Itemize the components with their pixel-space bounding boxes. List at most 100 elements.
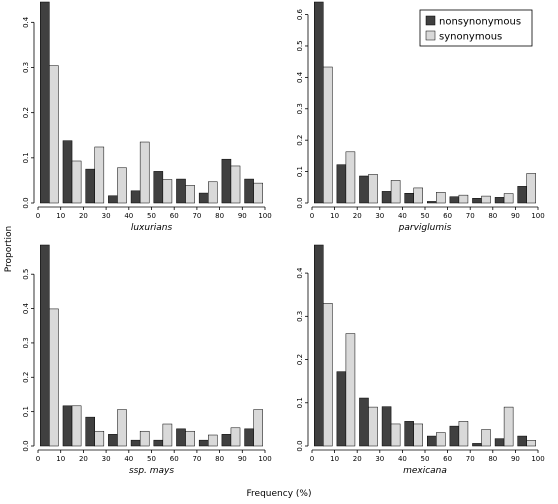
x-tick-label-luxurians: 70: [192, 212, 201, 220]
x-tick-label-ssp-mays: 80: [215, 455, 224, 463]
y-tick-label-ssp-mays: 0.5: [22, 269, 30, 280]
bar-ssp-mays-nonsynonymous-10-20: [62, 405, 73, 447]
bar-parviglumis-synonymous-60-70: [458, 194, 469, 204]
bar-ssp-mays-nonsynonymous-80-90: [221, 434, 232, 447]
x-tick-label-parviglumis: 10: [330, 212, 339, 220]
bar-luxurians-nonsynonymous-80-90: [221, 158, 232, 204]
bar-mexicana-nonsynonymous-90-100: [517, 435, 527, 447]
bar-parviglumis-synonymous-10-20: [345, 151, 356, 204]
x-tick-label-parviglumis: 80: [488, 212, 497, 220]
x-tick-label-mexicana: 80: [488, 455, 497, 463]
bar-ssp-mays-nonsynonymous-90-100: [244, 428, 254, 447]
x-axis-title: Frequency (%): [247, 489, 312, 499]
bar-ssp-mays-synonymous-40-50: [139, 430, 150, 447]
bar-mexicana-synonymous-50-60: [436, 432, 446, 447]
legend-box: [419, 9, 533, 47]
bar-parviglumis-nonsynonymous-20-30: [359, 175, 369, 204]
bar-parviglumis-nonsynonymous-0-10: [314, 1, 324, 204]
bar-ssp-mays-synonymous-10-20: [71, 405, 82, 447]
panel-parviglumis: 0.0 0.1 0.2 0.3 0.4 0.5 0.6 0 10 20 30 40 50 60 70 80 90…: [296, 1, 545, 233]
bar-ssp-mays-synonymous-90-100: [253, 409, 263, 447]
y-tick-label-parviglumis: 0.2: [296, 135, 304, 146]
y-tick-label-luxurians: 0.0: [22, 197, 30, 208]
bar-mexicana-synonymous-60-70: [458, 421, 469, 447]
y-tick-label-parviglumis: 0.4: [296, 71, 304, 83]
legend-label-synonymous: synonymous: [439, 32, 502, 43]
panel-label-parviglumis: parviglumis: [398, 223, 452, 233]
x-tick-label-ssp-mays: 10: [56, 455, 65, 463]
x-tick-label-ssp-mays: 30: [102, 455, 111, 463]
x-tick-label-ssp-mays: 20: [79, 455, 88, 463]
bar-parviglumis-synonymous-30-40: [390, 180, 401, 204]
bar-mexicana-nonsynonymous-80-90: [494, 438, 505, 447]
y-tick-label-mexicana: 0.4: [296, 267, 304, 279]
x-tick-label-luxurians: 100: [258, 212, 271, 220]
x-tick-label-mexicana: 50: [421, 455, 430, 463]
panel-ssp-mays: 0.0 0.1 0.2 0.3 0.4 0.5 0 10 20 30 40 50 60 70 80 90 100…: [22, 244, 272, 476]
x-tick-label-luxurians: 10: [56, 212, 65, 220]
panel-label-ssp-mays: ssp. mays: [129, 466, 174, 476]
x-tick-label-mexicana: 100: [531, 455, 544, 463]
y-tick-label-ssp-mays: 0.1: [22, 406, 30, 417]
y-tick-label-parviglumis: 0.6: [296, 8, 304, 20]
bar-mexicana-synonymous-90-100: [526, 440, 536, 447]
x-tick-label-parviglumis: 0: [310, 212, 314, 220]
x-tick-label-ssp-mays: 60: [170, 455, 179, 463]
bar-parviglumis-nonsynonymous-30-40: [381, 191, 392, 204]
y-tick-label-parviglumis: 0.0: [296, 197, 304, 208]
bar-mexicana-nonsynonymous-60-70: [449, 425, 460, 447]
bar-luxurians-synonymous-20-30: [94, 146, 105, 204]
x-tick-label-ssp-mays: 70: [192, 455, 201, 463]
bar-ssp-mays-nonsynonymous-30-40: [108, 434, 118, 447]
bar-ssp-mays-synonymous-70-80: [208, 434, 218, 447]
bar-luxurians-nonsynonymous-50-60: [153, 171, 164, 204]
y-tick-label-mexicana: 0.3: [296, 311, 304, 322]
bar-luxurians-nonsynonymous-70-80: [198, 192, 209, 204]
bar-luxurians-nonsynonymous-10-20: [62, 140, 73, 204]
bar-ssp-mays-synonymous-20-30: [94, 430, 105, 447]
x-tick-label-ssp-mays: 100: [258, 455, 271, 463]
legend: nonsynonymous synonymous: [419, 9, 533, 47]
x-tick-label-ssp-mays: 50: [147, 455, 156, 463]
y-axis-title: Proportion: [4, 226, 14, 272]
x-tick-label-ssp-mays: 90: [238, 455, 247, 463]
bar-luxurians-nonsynonymous-60-70: [176, 178, 186, 204]
bar-luxurians-synonymous-0-10: [49, 65, 59, 204]
x-tick-label-parviglumis: 100: [531, 212, 544, 220]
bar-ssp-mays-nonsynonymous-50-60: [153, 439, 164, 447]
bar-parviglumis-synonymous-40-50: [413, 187, 423, 204]
bar-luxurians-nonsynonymous-40-50: [130, 190, 141, 204]
x-tick-label-mexicana: 10: [330, 455, 339, 463]
y-tick-label-luxurians: 0.2: [22, 107, 30, 118]
bar-luxurians-synonymous-50-60: [162, 179, 173, 204]
bar-luxurians-nonsynonymous-30-40: [108, 195, 118, 204]
bar-parviglumis-synonymous-20-30: [368, 174, 378, 204]
bar-ssp-mays-nonsynonymous-60-70: [176, 428, 186, 447]
panel-label-luxurians: luxurians: [131, 223, 173, 233]
y-tick-label-parviglumis: 0.5: [296, 40, 304, 51]
x-tick-label-parviglumis: 20: [353, 212, 362, 220]
bar-luxurians-synonymous-10-20: [71, 160, 82, 204]
y-tick-label-parviglumis: 0.3: [296, 103, 304, 114]
bar-mexicana-synonymous-0-10: [323, 303, 333, 447]
y-tick-label-luxurians: 0.1: [22, 152, 30, 163]
bar-parviglumis-nonsynonymous-80-90: [494, 197, 505, 204]
y-tick-label-ssp-mays: 0.0: [22, 440, 30, 451]
bar-ssp-mays-synonymous-0-10: [49, 308, 59, 447]
bar-mexicana-synonymous-20-30: [368, 406, 378, 447]
x-tick-label-luxurians: 20: [79, 212, 88, 220]
bar-parviglumis-synonymous-0-10: [323, 66, 333, 204]
bar-parviglumis-synonymous-50-60: [436, 192, 446, 204]
bar-mexicana-synonymous-30-40: [390, 423, 401, 447]
bar-luxurians-synonymous-40-50: [139, 141, 150, 204]
bar-mexicana-nonsynonymous-40-50: [404, 421, 414, 447]
bar-mexicana-nonsynonymous-50-60: [427, 435, 437, 447]
bar-mexicana-synonymous-10-20: [345, 333, 356, 447]
x-tick-label-luxurians: 30: [102, 212, 111, 220]
bar-mexicana-nonsynonymous-70-80: [472, 443, 482, 447]
bar-ssp-mays-nonsynonymous-70-80: [198, 439, 209, 447]
x-tick-label-mexicana: 70: [466, 455, 475, 463]
x-tick-label-luxurians: 80: [215, 212, 224, 220]
x-tick-label-mexicana: 20: [353, 455, 362, 463]
